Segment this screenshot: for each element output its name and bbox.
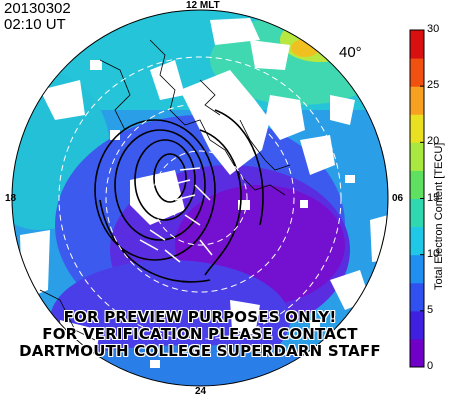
colorbar-title: Total Electron Content [TECU] (433, 142, 445, 290)
time-label: 02:10 UT (4, 16, 66, 33)
mlt-label-bottom: 24 (195, 386, 207, 397)
colorbar-segment (410, 114, 424, 143)
colorbar-tick-label: 15 (427, 191, 440, 204)
mlt-label-left: 18 (5, 193, 17, 204)
colorbar-tick-label: 10 (427, 247, 440, 260)
map-outline (11, 9, 389, 387)
colorbar-segment (410, 30, 424, 59)
no-data-patches (20, 18, 388, 386)
colorbar-tick-label: 0 (427, 360, 434, 372)
date-label: 20130302 (4, 0, 71, 17)
colorbar-segment (410, 226, 424, 256)
colorbar-segment (410, 282, 424, 312)
colorbar-segment (410, 198, 424, 228)
mlt-label-right: 06 (392, 193, 404, 204)
colorbar-tick-label: 5 (427, 303, 434, 316)
latitude-circles (58, 56, 342, 340)
velocity-vectors (139, 167, 213, 263)
coastlines (39, 39, 291, 341)
latitude-label: 40° (339, 44, 362, 61)
tec-bottom-band (30, 345, 370, 386)
convection-contours (94, 109, 264, 283)
colorbar-segment (410, 142, 424, 171)
colorbar-tick-label: 20 (427, 135, 440, 148)
colorbar-segment (410, 310, 424, 340)
colorbar-tick-label: 30 (427, 23, 440, 35)
colorbar-segment (410, 254, 424, 284)
watermark-line-1: FOR PREVIEW PURPOSES ONLY! (63, 308, 337, 326)
colorbar-segment (410, 170, 424, 199)
mlt-label-top: 12 MLT (186, 0, 220, 11)
colorbar-segment (410, 338, 424, 368)
colorbar-segment (410, 58, 424, 87)
colorbar-tick-label: 25 (427, 79, 440, 92)
colorbar (409, 29, 425, 368)
watermark-line-2: FOR VERIFICATION PLEASE CONTACT (42, 325, 358, 343)
colorbar-segment (410, 86, 424, 115)
watermark-line-3: DARTMOUTH COLLEGE SUPERDARN STAFF (19, 342, 381, 360)
